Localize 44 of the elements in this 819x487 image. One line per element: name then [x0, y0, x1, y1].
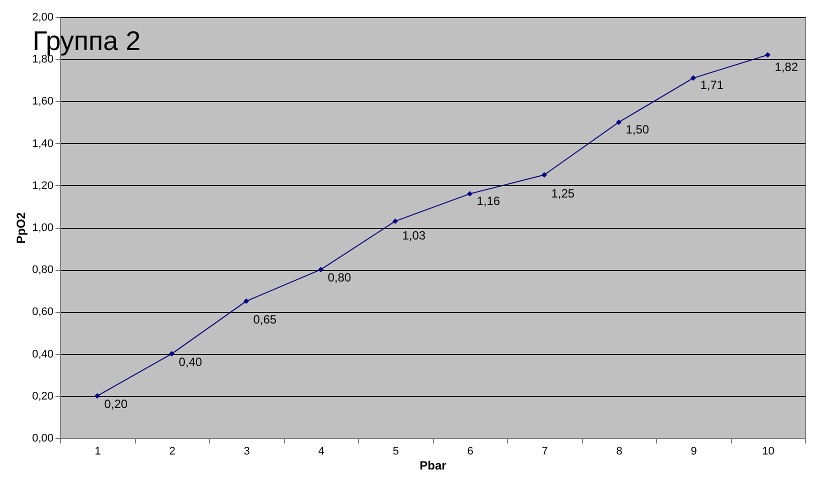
- point: [169, 351, 174, 357]
- data-label: 1,82: [774, 60, 798, 74]
- x-tick-label: 7: [542, 446, 548, 458]
- x-tick-label: 6: [467, 446, 474, 458]
- y-tick-label: 0,20: [32, 390, 54, 402]
- y-axis-title: PpO2: [14, 212, 28, 244]
- data-label: 0,20: [104, 396, 128, 411]
- x-axis-title: Pbar: [420, 458, 447, 472]
- point: [467, 191, 472, 197]
- x-tick-label: 3: [244, 446, 250, 458]
- data-label: 0,40: [178, 354, 202, 369]
- point: [542, 172, 547, 178]
- y-tick-label: 0,60: [32, 306, 54, 318]
- y-tick-label: 1,00: [32, 222, 54, 234]
- x-tick-label: 4: [318, 446, 324, 458]
- data-label: 1,71: [700, 78, 724, 92]
- x-tick-label: 1: [94, 446, 101, 458]
- data-label: 0,80: [328, 270, 352, 285]
- x-tick-label: 8: [616, 446, 622, 458]
- y-tick-label: 1,40: [32, 138, 54, 150]
- data-label: 0,65: [253, 312, 277, 327]
- y-tick-label: 0,00: [32, 432, 54, 444]
- point: [318, 266, 324, 272]
- y-tick-label: 1,60: [32, 96, 54, 108]
- point: [616, 120, 622, 125]
- x-tick-label: 9: [690, 446, 697, 458]
- x-tick-label: 5: [392, 446, 399, 458]
- point: [392, 218, 398, 224]
- point: [690, 75, 696, 81]
- y-tick-label: 1,20: [32, 180, 54, 192]
- point: [94, 393, 100, 399]
- point: [765, 52, 770, 58]
- data-label: 1,25: [551, 186, 575, 200]
- y-tick-label: 2,00: [32, 12, 54, 24]
- y-tick-label: 0,40: [32, 348, 54, 360]
- x-tick-label: 10: [762, 446, 774, 458]
- data-label: 1,50: [626, 122, 650, 136]
- data-label: 1,16: [476, 194, 500, 208]
- point: [244, 298, 249, 304]
- y-tick-label: 1,80: [32, 54, 54, 66]
- data-label: 1,03: [402, 228, 426, 242]
- y-tick-label: 0,80: [32, 264, 54, 276]
- chart-title: Группа 2: [32, 26, 141, 56]
- x-tick-label: 2: [169, 446, 176, 458]
